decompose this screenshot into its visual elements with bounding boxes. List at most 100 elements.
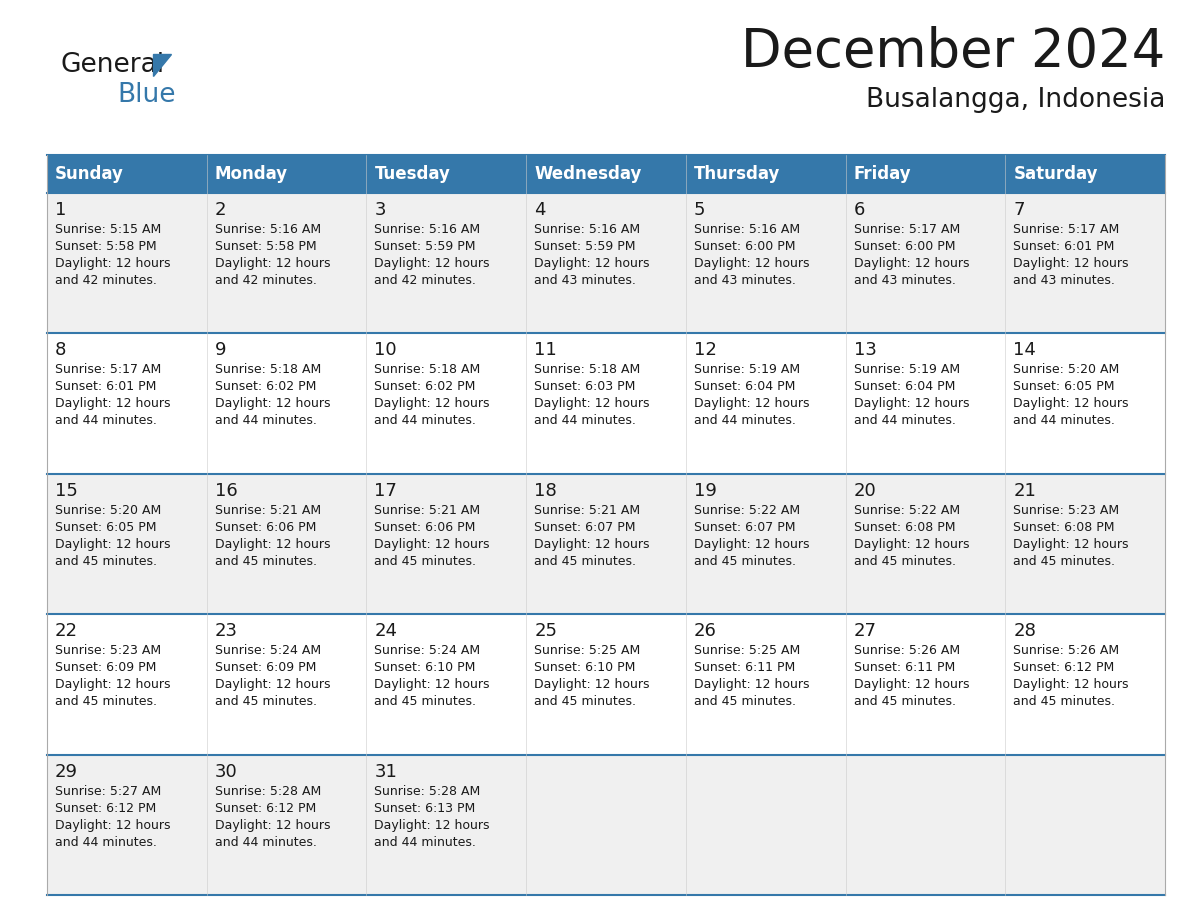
Text: Sunrise: 5:18 AM: Sunrise: 5:18 AM: [215, 364, 321, 376]
Text: Sunrise: 5:20 AM: Sunrise: 5:20 AM: [55, 504, 162, 517]
Text: and 43 minutes.: and 43 minutes.: [853, 274, 955, 287]
Text: Sunset: 6:11 PM: Sunset: 6:11 PM: [853, 661, 955, 674]
Text: and 45 minutes.: and 45 minutes.: [694, 554, 796, 568]
Text: Sunrise: 5:16 AM: Sunrise: 5:16 AM: [215, 223, 321, 236]
Text: Sunrise: 5:22 AM: Sunrise: 5:22 AM: [853, 504, 960, 517]
Text: Daylight: 12 hours: Daylight: 12 hours: [694, 397, 809, 410]
Text: Sunset: 6:11 PM: Sunset: 6:11 PM: [694, 661, 795, 674]
Bar: [48, 333, 1165, 474]
Text: Sunrise: 5:19 AM: Sunrise: 5:19 AM: [853, 364, 960, 376]
Text: 22: 22: [55, 622, 78, 640]
Text: Sunrise: 5:21 AM: Sunrise: 5:21 AM: [215, 504, 321, 517]
Text: Sunset: 6:00 PM: Sunset: 6:00 PM: [853, 240, 955, 253]
Text: Sunday: Sunday: [55, 165, 124, 183]
Text: Sunrise: 5:16 AM: Sunrise: 5:16 AM: [694, 223, 800, 236]
Text: and 44 minutes.: and 44 minutes.: [215, 835, 316, 848]
Text: Sunrise: 5:25 AM: Sunrise: 5:25 AM: [535, 644, 640, 657]
Text: and 45 minutes.: and 45 minutes.: [535, 554, 636, 568]
Text: Sunset: 6:07 PM: Sunset: 6:07 PM: [535, 521, 636, 533]
Text: Friday: Friday: [853, 165, 911, 183]
Text: 24: 24: [374, 622, 398, 640]
Text: Sunrise: 5:27 AM: Sunrise: 5:27 AM: [55, 785, 162, 798]
Text: Sunset: 5:59 PM: Sunset: 5:59 PM: [374, 240, 476, 253]
Text: Daylight: 12 hours: Daylight: 12 hours: [215, 678, 330, 691]
Text: and 45 minutes.: and 45 minutes.: [215, 695, 317, 708]
Text: Daylight: 12 hours: Daylight: 12 hours: [694, 538, 809, 551]
Text: Sunrise: 5:15 AM: Sunrise: 5:15 AM: [55, 223, 162, 236]
Text: Daylight: 12 hours: Daylight: 12 hours: [853, 538, 969, 551]
Text: Daylight: 12 hours: Daylight: 12 hours: [215, 257, 330, 270]
Text: 12: 12: [694, 341, 716, 360]
Text: Sunrise: 5:23 AM: Sunrise: 5:23 AM: [55, 644, 162, 657]
Text: Daylight: 12 hours: Daylight: 12 hours: [55, 819, 171, 832]
Text: Saturday: Saturday: [1013, 165, 1098, 183]
Text: Daylight: 12 hours: Daylight: 12 hours: [535, 678, 650, 691]
Text: Daylight: 12 hours: Daylight: 12 hours: [55, 538, 171, 551]
Text: Sunset: 6:02 PM: Sunset: 6:02 PM: [374, 380, 476, 394]
Text: and 44 minutes.: and 44 minutes.: [215, 414, 316, 428]
Text: Sunset: 6:08 PM: Sunset: 6:08 PM: [853, 521, 955, 533]
Text: Daylight: 12 hours: Daylight: 12 hours: [55, 257, 171, 270]
Text: Thursday: Thursday: [694, 165, 781, 183]
Text: Sunrise: 5:18 AM: Sunrise: 5:18 AM: [535, 364, 640, 376]
Text: and 44 minutes.: and 44 minutes.: [853, 414, 955, 428]
Text: and 42 minutes.: and 42 minutes.: [215, 274, 316, 287]
Text: and 45 minutes.: and 45 minutes.: [374, 695, 476, 708]
Text: Monday: Monday: [215, 165, 287, 183]
Text: Sunset: 6:01 PM: Sunset: 6:01 PM: [1013, 240, 1114, 253]
Text: Sunset: 6:10 PM: Sunset: 6:10 PM: [374, 661, 476, 674]
Text: and 45 minutes.: and 45 minutes.: [1013, 554, 1116, 568]
Text: Sunrise: 5:26 AM: Sunrise: 5:26 AM: [1013, 644, 1119, 657]
Text: Sunrise: 5:23 AM: Sunrise: 5:23 AM: [1013, 504, 1119, 517]
Text: Sunrise: 5:17 AM: Sunrise: 5:17 AM: [55, 364, 162, 376]
Text: Sunrise: 5:18 AM: Sunrise: 5:18 AM: [374, 364, 481, 376]
Text: Sunset: 6:12 PM: Sunset: 6:12 PM: [1013, 661, 1114, 674]
Text: Wednesday: Wednesday: [535, 165, 642, 183]
Text: 3: 3: [374, 201, 386, 219]
Text: and 45 minutes.: and 45 minutes.: [853, 695, 955, 708]
Text: 19: 19: [694, 482, 716, 499]
Text: Sunrise: 5:25 AM: Sunrise: 5:25 AM: [694, 644, 800, 657]
Text: Daylight: 12 hours: Daylight: 12 hours: [55, 397, 171, 410]
Text: and 44 minutes.: and 44 minutes.: [374, 414, 476, 428]
Text: Tuesday: Tuesday: [374, 165, 450, 183]
Text: Daylight: 12 hours: Daylight: 12 hours: [374, 397, 489, 410]
Text: 1: 1: [55, 201, 67, 219]
Text: and 45 minutes.: and 45 minutes.: [374, 554, 476, 568]
Text: 16: 16: [215, 482, 238, 499]
Text: 23: 23: [215, 622, 238, 640]
Text: Daylight: 12 hours: Daylight: 12 hours: [55, 678, 171, 691]
Text: Daylight: 12 hours: Daylight: 12 hours: [374, 538, 489, 551]
Text: Sunrise: 5:21 AM: Sunrise: 5:21 AM: [374, 504, 481, 517]
Text: Daylight: 12 hours: Daylight: 12 hours: [694, 257, 809, 270]
Text: 15: 15: [55, 482, 78, 499]
Text: Sunrise: 5:22 AM: Sunrise: 5:22 AM: [694, 504, 800, 517]
Text: 30: 30: [215, 763, 238, 780]
Text: Daylight: 12 hours: Daylight: 12 hours: [535, 538, 650, 551]
Text: Sunrise: 5:19 AM: Sunrise: 5:19 AM: [694, 364, 800, 376]
Text: Daylight: 12 hours: Daylight: 12 hours: [853, 397, 969, 410]
Bar: [48, 155, 1165, 193]
Text: Daylight: 12 hours: Daylight: 12 hours: [215, 819, 330, 832]
Text: Daylight: 12 hours: Daylight: 12 hours: [1013, 257, 1129, 270]
Text: Sunset: 6:05 PM: Sunset: 6:05 PM: [1013, 380, 1114, 394]
Text: and 43 minutes.: and 43 minutes.: [694, 274, 796, 287]
Text: Sunrise: 5:16 AM: Sunrise: 5:16 AM: [374, 223, 481, 236]
Text: Sunset: 5:58 PM: Sunset: 5:58 PM: [55, 240, 157, 253]
Text: 6: 6: [853, 201, 865, 219]
Text: Daylight: 12 hours: Daylight: 12 hours: [374, 257, 489, 270]
Text: and 42 minutes.: and 42 minutes.: [374, 274, 476, 287]
Text: Sunset: 6:08 PM: Sunset: 6:08 PM: [1013, 521, 1114, 533]
Text: Sunrise: 5:17 AM: Sunrise: 5:17 AM: [1013, 223, 1119, 236]
Text: Sunset: 6:06 PM: Sunset: 6:06 PM: [215, 521, 316, 533]
Text: Sunrise: 5:24 AM: Sunrise: 5:24 AM: [215, 644, 321, 657]
Text: Sunset: 6:00 PM: Sunset: 6:00 PM: [694, 240, 795, 253]
Text: 29: 29: [55, 763, 78, 780]
Text: Sunrise: 5:17 AM: Sunrise: 5:17 AM: [853, 223, 960, 236]
Text: and 45 minutes.: and 45 minutes.: [215, 554, 317, 568]
Text: Sunrise: 5:28 AM: Sunrise: 5:28 AM: [374, 785, 481, 798]
Text: Sunset: 6:09 PM: Sunset: 6:09 PM: [55, 661, 157, 674]
Text: and 43 minutes.: and 43 minutes.: [1013, 274, 1116, 287]
Text: Sunset: 6:10 PM: Sunset: 6:10 PM: [535, 661, 636, 674]
Text: 26: 26: [694, 622, 716, 640]
